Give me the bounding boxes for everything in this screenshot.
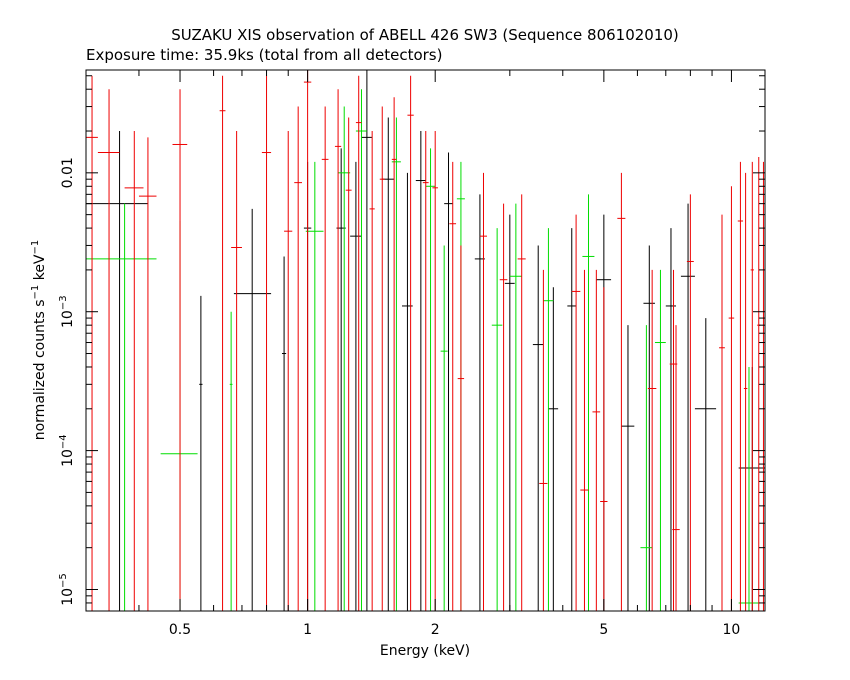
data-point: [281, 256, 287, 611]
x-axis-label: Energy (keV): [380, 643, 470, 659]
data-point: [369, 131, 375, 611]
series-1: [86, 89, 759, 611]
data-point: [355, 75, 362, 611]
data-point: [422, 131, 429, 611]
data-point: [391, 117, 401, 611]
data-point: [382, 117, 395, 611]
data-point: [233, 208, 272, 611]
data-point: [361, 70, 373, 611]
data-point: [567, 228, 577, 611]
data-point: [391, 97, 397, 611]
data-point: [499, 203, 508, 611]
data-point: [680, 203, 695, 611]
data-point: [672, 325, 680, 611]
data-point: [504, 214, 515, 611]
data-point: [160, 220, 198, 611]
data-point: [440, 245, 448, 611]
x-axis: 0.5 1 2 5 10: [85, 70, 741, 638]
data-point: [432, 131, 438, 611]
data-point: [415, 131, 426, 611]
data-point: [738, 366, 759, 611]
y-tick-label: 10−5: [58, 573, 76, 606]
data-point: [762, 161, 765, 611]
chart-title: SUZAKU XIS observation of ABELL 426 SW3 …: [171, 26, 679, 44]
data-point: [425, 148, 436, 611]
y-tick-label: 10−4: [58, 434, 76, 467]
y-axis: 10−5 10−4 10−3 0.01: [58, 75, 765, 612]
data-point: [643, 245, 655, 611]
data-point: [86, 203, 157, 611]
x-tick-label: 5: [599, 622, 608, 638]
data-point: [229, 311, 233, 611]
data-point: [305, 161, 324, 611]
data-point: [86, 75, 98, 611]
data-point: [86, 131, 148, 611]
data-point: [580, 269, 589, 611]
data-point: [654, 269, 666, 611]
data-point: [138, 137, 157, 611]
x-tick-label: 2: [431, 622, 440, 638]
data-point: [543, 228, 554, 611]
y-tick-label: 10−3: [58, 295, 76, 328]
data-point: [457, 245, 465, 611]
data-point: [532, 245, 544, 611]
data-point: [231, 131, 242, 611]
data-point: [345, 117, 352, 611]
data-point: [338, 106, 351, 611]
data-point: [719, 214, 725, 611]
data-point: [303, 70, 312, 611]
data-point: [617, 172, 626, 611]
data-point: [509, 203, 522, 611]
data-point: [728, 186, 735, 611]
series-0: [86, 70, 765, 611]
series-2: [86, 70, 765, 611]
data-point: [686, 194, 694, 611]
data-point: [479, 172, 487, 611]
data-point: [694, 318, 717, 611]
data-point: [592, 269, 601, 611]
data-point: [491, 228, 503, 611]
data-point: [219, 75, 226, 611]
x-tick-label: 1: [303, 622, 312, 638]
data-point: [355, 89, 367, 611]
data-layer: [86, 70, 765, 611]
data-point: [444, 152, 453, 611]
y-axis-label: normalized counts s−1 keV−1: [30, 240, 48, 441]
data-point: [737, 161, 744, 611]
data-point: [750, 161, 754, 611]
data-point: [640, 325, 653, 611]
data-point: [449, 161, 457, 611]
data-point: [571, 214, 581, 611]
data-point: [284, 131, 293, 611]
data-point: [407, 75, 414, 611]
data-point: [199, 295, 203, 611]
data-point: [647, 269, 657, 611]
data-point: [294, 106, 303, 611]
data-point: [517, 194, 526, 611]
x-tick-label: 0.5: [169, 622, 191, 638]
plot-frame: [85, 69, 766, 612]
data-point: [97, 89, 120, 611]
data-point: [350, 161, 362, 611]
data-point: [539, 269, 548, 611]
data-point: [172, 89, 188, 611]
data-point: [379, 106, 385, 611]
data-point: [665, 228, 677, 611]
x-tick-label: 10: [723, 622, 741, 638]
data-point: [124, 131, 144, 611]
data-point: [621, 325, 635, 611]
data-point: [600, 287, 608, 611]
y-tick-label: 0.01: [60, 157, 76, 188]
data-point: [743, 172, 748, 611]
data-point: [582, 194, 595, 611]
data-point: [334, 89, 342, 611]
chart-subtitle: Exposure time: 35.9ks (total from all de…: [86, 46, 442, 64]
data-point: [321, 106, 329, 611]
data-point: [548, 287, 559, 611]
data-point: [261, 75, 272, 611]
